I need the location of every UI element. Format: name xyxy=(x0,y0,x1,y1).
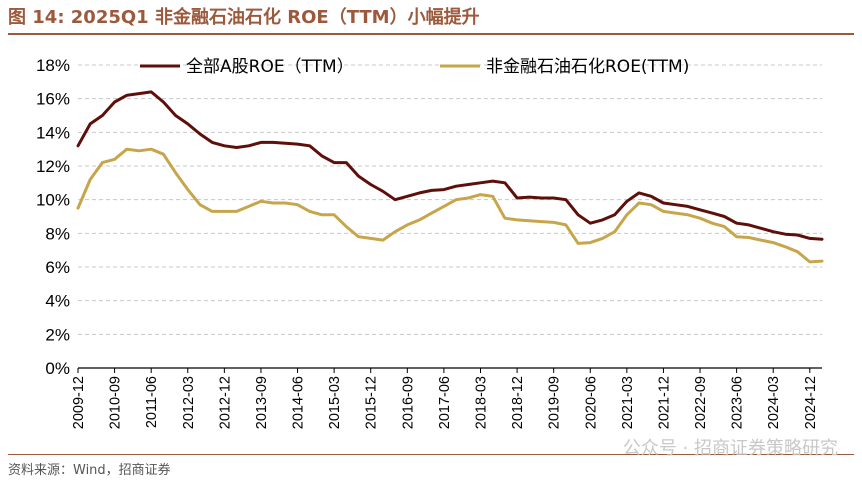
series-lines xyxy=(76,90,824,264)
page-title: 图 14: 2025Q1 非金融石油石化 ROE（TTM）小幅提升 xyxy=(8,3,854,35)
legend-label-1: 全部A股ROE（TTM） xyxy=(186,57,354,77)
footer-divider xyxy=(8,454,854,455)
x-tick-label: 2012-12 xyxy=(217,376,233,429)
x-tick-label: 2015-03 xyxy=(327,376,343,429)
x-tick-label: 2014-06 xyxy=(291,376,307,429)
x-tick-label: 2017-06 xyxy=(437,376,453,429)
line-chart: 0% 2% 4% 6% 8% 10% 12% 14% 16% 18% 2009-12 2010-09… xyxy=(36,56,824,429)
x-tick-label: 2010-09 xyxy=(108,376,124,429)
y-tick-label: 2% xyxy=(45,325,70,344)
x-tick-label: 2024-03 xyxy=(766,376,782,429)
watermark: 公众号 · 招商证券策略研究 xyxy=(622,438,838,459)
x-tick-label: 2015-12 xyxy=(364,376,380,429)
series-line-2 xyxy=(76,147,824,264)
x-tick-label: 2024-12 xyxy=(803,376,819,429)
x-tick-label: 2018-03 xyxy=(473,376,489,429)
source-note: 资料来源：Wind，招商证券 xyxy=(8,463,171,478)
x-tick-label: 2021-12 xyxy=(656,376,672,429)
x-tick-label: 2018-12 xyxy=(510,376,526,429)
x-tick-label: 2023-06 xyxy=(730,376,746,429)
legend-label-2: 非金融石油石化ROE(TTM) xyxy=(486,57,689,77)
y-axis-ticks: 0% 2% 4% 6% 8% 10% 12% 14% 16% 18% xyxy=(36,56,70,378)
legend: 全部A股ROE（TTM） 非金融石油石化ROE(TTM) xyxy=(140,57,689,77)
x-axis: 2009-12 2010-09 2011-06 2012-03 2012-12 2013-… xyxy=(71,367,822,429)
y-tick-label: 10% xyxy=(36,191,70,210)
grid-lines xyxy=(78,64,822,335)
y-tick-label: 14% xyxy=(36,123,70,142)
x-tick-label: 2011-06 xyxy=(144,376,160,428)
x-tick-label: 2009-12 xyxy=(71,376,87,429)
x-tick-label: 2016-09 xyxy=(400,376,416,429)
y-tick-label: 16% xyxy=(36,90,70,109)
series-line-1 xyxy=(76,90,824,241)
y-tick-label: 0% xyxy=(45,359,70,378)
y-tick-label: 4% xyxy=(45,292,70,311)
y-tick-label: 12% xyxy=(36,157,70,176)
x-tick-label: 2020-06 xyxy=(583,376,599,429)
x-tick-label: 2022-09 xyxy=(693,376,709,429)
y-tick-label: 8% xyxy=(45,224,70,243)
x-tick-label: 2012-03 xyxy=(181,376,197,429)
y-tick-label: 6% xyxy=(45,258,70,277)
x-tick-label: 2013-09 xyxy=(254,376,270,429)
x-tick-label: 2019-09 xyxy=(547,376,563,429)
y-tick-label: 18% xyxy=(36,56,70,75)
x-tick-label: 2021-03 xyxy=(620,376,636,429)
